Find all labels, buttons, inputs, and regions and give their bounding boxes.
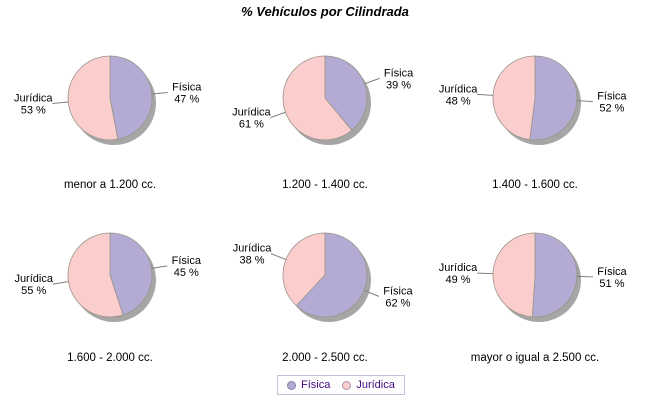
pie-slice-juridica (492, 55, 536, 141)
pie-chart-cell: Física 47 % Jurídica 53 % (2, 38, 218, 178)
legend-label: Física (301, 379, 331, 391)
slice-label-juridica: Jurídica (439, 83, 478, 95)
slice-label-fisica: Física (384, 67, 414, 79)
slice-label-fisica: Física (383, 285, 413, 297)
pie-chart-cell: Física 51 % Jurídica 49 % (427, 215, 643, 355)
slice-value-fisica: 62 % (385, 297, 410, 309)
legend-item-juridica: Jurídica (342, 379, 395, 391)
pie-slice-fisica (531, 232, 578, 318)
pie-slice-fisica (295, 232, 368, 318)
slice-value-fisica: 39 % (386, 79, 411, 91)
slice-label-fisica: Física (172, 255, 202, 267)
slice-value-juridica: 53 % (21, 104, 46, 116)
pie-slice-fisica (324, 55, 368, 131)
slice-label-juridica: Jurídica (14, 273, 53, 285)
slice-label-fisica: Física (597, 91, 627, 103)
slice-label-juridica: Jurídica (232, 107, 271, 119)
slice-value-fisica: 45 % (174, 267, 199, 279)
callout-line (151, 265, 168, 269)
category-label: 1.600 - 2.000 cc. (67, 352, 153, 364)
category-label: menor a 1.200 cc. (63, 179, 157, 191)
callout-line (576, 100, 593, 103)
callout-line (477, 93, 494, 96)
slice-value-fisica: 51 % (599, 278, 624, 290)
category-label: 1.400 - 1.600 cc. (492, 179, 578, 191)
pie-slice-fisica (109, 55, 153, 140)
legend-label: Jurídica (356, 379, 395, 391)
callout-line (52, 101, 69, 104)
chart-legend: Física Jurídica (277, 375, 405, 395)
pie-slice-fisica (529, 55, 578, 141)
callout-line (151, 92, 168, 95)
pie-chart-cell: Física 45 % Jurídica 55 % (2, 215, 218, 355)
pie-slice-juridica (67, 232, 124, 318)
callout-line (363, 289, 380, 297)
slice-value-juridica: 55 % (21, 285, 46, 297)
pie-slice-juridica (282, 232, 326, 307)
callout-line (52, 281, 69, 285)
pie-slice-juridica (282, 55, 353, 141)
pie-slice-juridica (67, 55, 119, 141)
pie-chart-cell: Física 52 % Jurídica 48 % (427, 38, 643, 178)
pie-slice-fisica (109, 232, 153, 316)
slice-value-juridica: 49 % (445, 274, 470, 286)
category-label: 1.200 - 1.400 cc. (282, 179, 368, 191)
slice-label-fisica: Física (597, 266, 627, 278)
slice-value-fisica: 47 % (174, 94, 199, 106)
slice-value-fisica: 52 % (599, 103, 624, 115)
callout-line (270, 253, 287, 261)
chart-title: % Vehículos por Cilindrada (241, 4, 409, 19)
legend-item-fisica: Física (287, 379, 330, 391)
category-label: mayor o igual a 2.500 cc. (470, 352, 600, 364)
slice-value-juridica: 48 % (446, 95, 471, 107)
slice-label-juridica: Jurídica (439, 262, 478, 274)
legend-marker-juridica-icon (342, 380, 352, 390)
callout-line (364, 77, 380, 85)
callout-line (477, 272, 494, 275)
callout-line (576, 275, 593, 278)
legend-marker-fisica-icon (287, 380, 296, 390)
slice-label-juridica: Jurídica (233, 243, 272, 255)
pie-chart-cell: Física 39 % Jurídica 61 % (217, 38, 433, 178)
slice-value-juridica: 38 % (240, 255, 265, 267)
slice-label-juridica: Jurídica (14, 92, 53, 104)
callout-line (270, 111, 286, 119)
pie-chart-cell: Física 62 % Jurídica 38 % (217, 215, 433, 355)
slice-label-fisica: Física (172, 82, 202, 94)
slice-value-juridica: 61 % (239, 119, 264, 131)
category-label: 2.000 - 2.500 cc. (282, 352, 368, 364)
pie-slice-juridica (492, 232, 536, 318)
